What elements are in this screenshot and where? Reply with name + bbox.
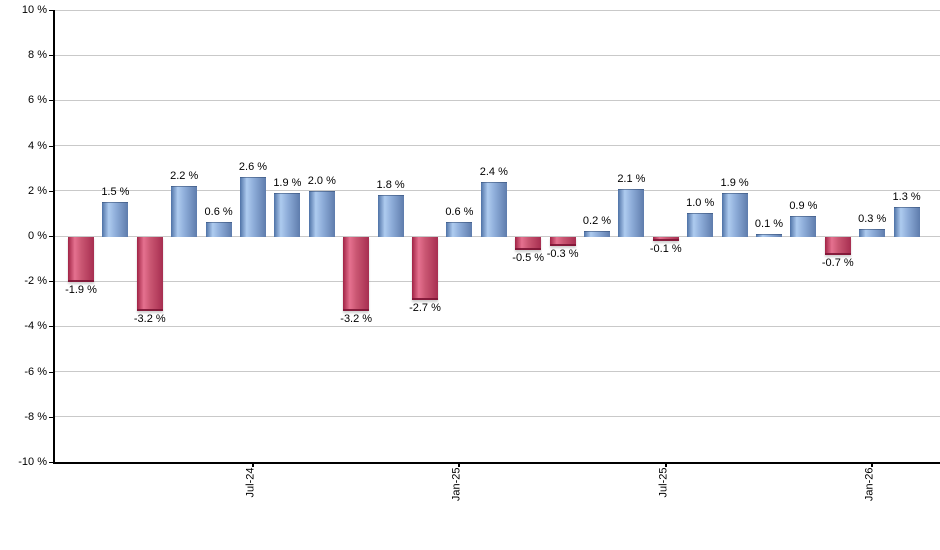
bar-negative [549,237,576,246]
bar-positive [756,233,782,237]
bar-positive [618,188,645,237]
x-axis-label: Jul-24 [244,467,257,498]
gridline [55,54,940,56]
bar-value-label: 0.9 % [789,199,818,212]
y-axis-tick [49,281,54,283]
x-axis-tick [664,462,667,467]
y-axis-label: 4 % [28,139,47,152]
bar-value-label: 0.6 % [445,206,474,219]
bar-value-label: 2.2 % [170,170,199,183]
bar-value-label: -0.3 % [546,247,579,260]
y-axis-tick [49,55,54,57]
bar-positive [274,193,301,237]
bar-value-label: 1.3 % [892,190,921,203]
x-axis-tick [458,462,461,467]
y-axis-tick [49,462,54,463]
bar-positive [480,181,507,237]
bar-positive [859,229,886,237]
gridline [55,416,940,418]
gridline [55,145,940,147]
bar-value-label: -0.7 % [821,256,854,269]
y-axis-tick [49,190,54,192]
y-axis-tick [49,326,54,328]
bar-value-label: 2.0 % [307,174,336,187]
x-axis-label: Jan-26 [863,467,876,502]
bar-positive [102,202,129,237]
bar-positive [893,206,920,237]
y-axis-label: -2 % [24,275,47,288]
gridline [55,371,940,373]
bar-value-label: -1.9 % [65,283,97,296]
bar-negative [136,237,163,312]
y-axis-tick [49,416,54,418]
y-axis-label: -10 % [18,456,47,468]
bar-positive [205,222,232,237]
bar-negative [68,237,94,282]
y-axis-label: 8 % [28,49,47,62]
y-axis-label: 2 % [28,184,47,197]
bar-value-label: -0.1 % [649,243,682,256]
bar-value-label: 0.1 % [754,217,784,230]
bar-negative [412,237,438,301]
x-axis-tick [252,462,254,467]
bar-value-label: 1.9 % [273,177,302,190]
bar-value-label: 1.5 % [101,186,130,199]
x-axis-label: Jul-25 [657,467,670,498]
y-axis-label: -8 % [24,410,47,423]
gridline [55,99,940,101]
y-axis-label: -4 % [24,320,47,333]
bar-negative [652,237,679,242]
bar-positive [240,177,266,237]
bar-positive [171,186,198,237]
gridline [55,325,940,327]
y-axis-tick [49,236,54,237]
gridline [55,280,940,282]
y-axis-label: 10 % [21,4,47,16]
y-axis-label: 6 % [28,94,47,107]
bar-value-label: 0.2 % [582,215,612,228]
y-axis-tick [49,371,54,373]
y-axis-label: 0 % [28,230,47,242]
y-axis-tick [49,100,54,102]
bar-positive [790,215,817,237]
bar-value-label: 1.8 % [376,179,405,192]
bar-value-label: -3.2 % [133,313,166,326]
bar-value-label: 0.3 % [858,213,887,226]
bar-positive [584,231,610,237]
y-axis-tick [49,10,54,11]
bar-negative [343,237,370,312]
bar-value-label: 1.0 % [686,197,715,210]
bar-value-label: 2.1 % [617,172,646,185]
bar-value-label: 1.9 % [720,177,749,190]
bar-positive [377,195,404,237]
bar-value-label: -3.2 % [340,313,373,326]
bar-value-label: 2.4 % [479,165,508,178]
bar-negative [824,237,851,255]
x-axis-label: Jan-25 [450,467,463,502]
y-axis-tick [49,145,54,147]
bar-value-label: -0.5 % [512,252,545,265]
y-axis-line [53,10,55,464]
x-axis-tick [871,462,874,467]
x-axis-line [53,462,940,464]
bar-value-label: -2.7 % [409,302,441,315]
bar-value-label: 2.6 % [238,161,268,174]
bar-positive [308,190,335,237]
y-axis-label: -6 % [24,365,47,378]
gridline [55,9,940,11]
bar-positive [721,193,748,237]
bar-positive [687,213,714,237]
bar-negative [515,237,542,251]
bar-value-label: 0.6 % [204,206,233,219]
bar-positive [446,222,473,237]
